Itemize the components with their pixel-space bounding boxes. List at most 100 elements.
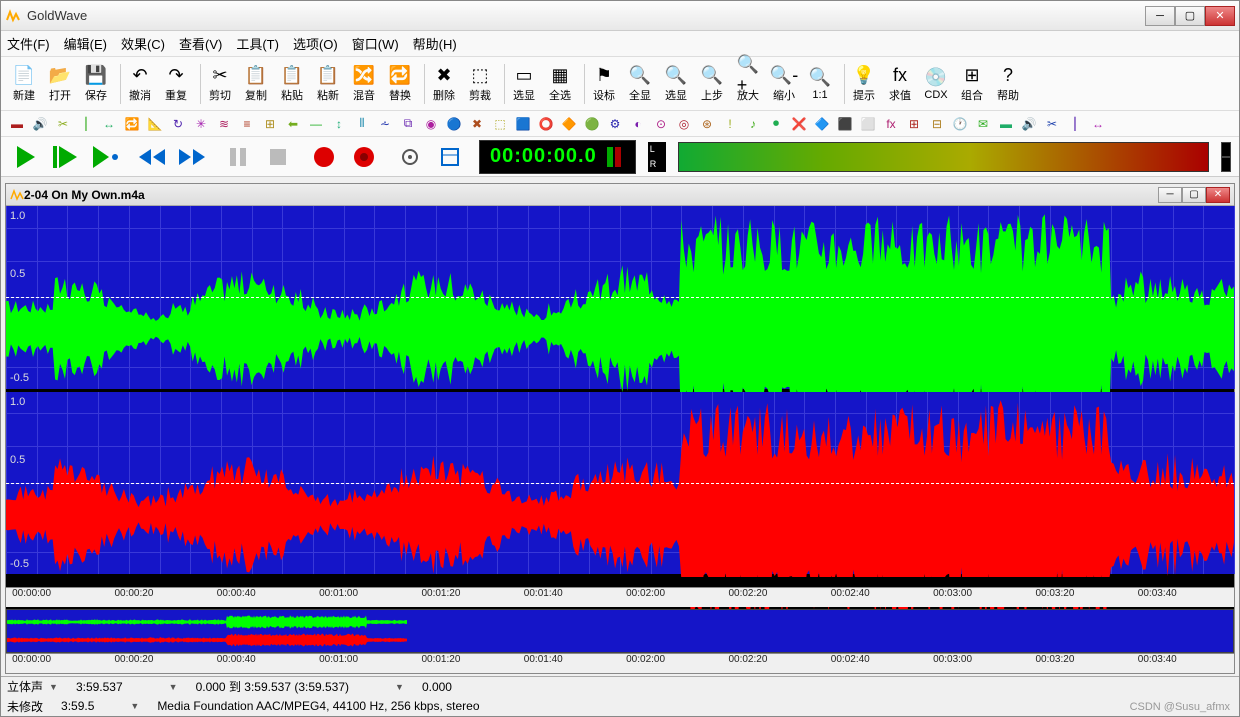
effect-button-9[interactable]: ≋ — [214, 114, 234, 134]
toolbar-新建[interactable]: 📄新建 — [7, 60, 41, 108]
rewind-button[interactable] — [135, 143, 169, 171]
doc-minimize-button[interactable]: ─ — [1158, 187, 1182, 203]
effect-button-4[interactable]: ↔ — [99, 114, 119, 134]
menu-item[interactable]: 工具(T) — [236, 34, 279, 53]
toolbar-帮助[interactable]: ?帮助 — [991, 60, 1025, 108]
effect-button-10[interactable]: ≡ — [237, 114, 257, 134]
menu-item[interactable]: 选项(O) — [293, 34, 338, 53]
effect-button-22[interactable]: 🟦 — [513, 114, 533, 134]
overview-track[interactable] — [6, 609, 1234, 653]
toolbar-1:1[interactable]: 🔍1:1 — [803, 60, 837, 108]
effect-button-11[interactable]: ⊞ — [260, 114, 280, 134]
effect-button-44[interactable]: 🔊 — [1019, 114, 1039, 134]
effect-button-29[interactable]: ◎ — [674, 114, 694, 134]
effect-button-41[interactable]: 🕐 — [950, 114, 970, 134]
effect-button-25[interactable]: 🟢 — [582, 114, 602, 134]
effect-button-30[interactable]: ⊛ — [697, 114, 717, 134]
effect-button-46[interactable]: ⎮ — [1065, 114, 1085, 134]
toolbar-复制[interactable]: 📋复制 — [239, 60, 273, 108]
effect-button-36[interactable]: ⬛ — [835, 114, 855, 134]
effect-button-23[interactable]: ⭕ — [536, 114, 556, 134]
status-duration[interactable]: 3:59.537▼ — [76, 680, 178, 694]
effect-button-12[interactable]: ⬅ — [283, 114, 303, 134]
effect-button-18[interactable]: ◉ — [421, 114, 441, 134]
time-ruler-overview[interactable]: 00:00:0000:00:2000:00:4000:01:0000:01:20… — [6, 653, 1234, 673]
effect-button-28[interactable]: ⊙ — [651, 114, 671, 134]
toolbar-提示[interactable]: 💡提示 — [847, 60, 881, 108]
toolbar-组合[interactable]: ⊞组合 — [955, 60, 989, 108]
effect-button-14[interactable]: ↕ — [329, 114, 349, 134]
status-dur2[interactable]: 3:59.5▼ — [61, 699, 139, 713]
toolbar-重复[interactable]: ↷重复 — [159, 60, 193, 108]
play-button[interactable] — [9, 143, 43, 171]
menu-item[interactable]: 帮助(H) — [413, 34, 457, 53]
toolbar-粘新[interactable]: 📋粘新 — [311, 60, 345, 108]
effect-button-19[interactable]: 🔵 — [444, 114, 464, 134]
toolbar-选显[interactable]: ▭选显 — [507, 60, 541, 108]
effect-button-34[interactable]: ❌ — [789, 114, 809, 134]
effect-button-24[interactable]: 🔶 — [559, 114, 579, 134]
forward-button[interactable] — [175, 143, 209, 171]
effect-button-21[interactable]: ⬚ — [490, 114, 510, 134]
toolbar-放大[interactable]: 🔍+放大 — [731, 60, 765, 108]
toolbar-选显[interactable]: 🔍选显 — [659, 60, 693, 108]
effect-button-0[interactable]: ▬ — [7, 114, 27, 134]
status-channels[interactable]: 立体声▼ — [7, 678, 58, 695]
doc-maximize-button[interactable]: ▢ — [1182, 187, 1206, 203]
effect-button-31[interactable]: ! — [720, 114, 740, 134]
effect-button-6[interactable]: 📐 — [145, 114, 165, 134]
toolbar-撤消[interactable]: ↶撤消 — [123, 60, 157, 108]
effect-button-35[interactable]: 🔷 — [812, 114, 832, 134]
effect-button-47[interactable]: ↔ — [1088, 114, 1108, 134]
effect-button-7[interactable]: ↻ — [168, 114, 188, 134]
minimize-button[interactable]: ─ — [1145, 6, 1175, 26]
effect-button-26[interactable]: ⚙ — [605, 114, 625, 134]
toolbar-粘贴[interactable]: 📋粘贴 — [275, 60, 309, 108]
left-channel-track[interactable]: 1.00.5-0.5 — [6, 206, 1234, 392]
effect-button-43[interactable]: ▬ — [996, 114, 1016, 134]
effect-button-2[interactable]: ✂ — [53, 114, 73, 134]
toolbar-全显[interactable]: 🔍全显 — [623, 60, 657, 108]
effect-button-27[interactable]: ◐ — [628, 114, 648, 134]
play-selection-button[interactable] — [49, 143, 83, 171]
record-button[interactable] — [307, 143, 341, 171]
toolbar-缩小[interactable]: 🔍-缩小 — [767, 60, 801, 108]
doc-close-button[interactable]: ✕ — [1206, 187, 1230, 203]
toolbar-替换[interactable]: 🔁替换 — [383, 60, 417, 108]
waveform-area[interactable]: 1.00.5-0.5 1.00.5-0.5 00:00:0000:00:2000… — [6, 206, 1234, 673]
stop-button[interactable] — [261, 143, 295, 171]
properties-button[interactable] — [433, 143, 467, 171]
toolbar-全选[interactable]: ▦全选 — [543, 60, 577, 108]
toolbar-剪切[interactable]: ✂剪切 — [203, 60, 237, 108]
effect-button-16[interactable]: ⩪ — [375, 114, 395, 134]
effect-button-1[interactable]: 🔊 — [30, 114, 50, 134]
effect-button-15[interactable]: ⦀ — [352, 114, 372, 134]
effect-button-45[interactable]: ✂ — [1042, 114, 1062, 134]
effect-button-3[interactable]: ⎮ — [76, 114, 96, 134]
effect-button-37[interactable]: ⬜ — [858, 114, 878, 134]
effect-button-38[interactable]: fx — [881, 114, 901, 134]
right-channel-track[interactable]: 1.00.5-0.5 — [6, 392, 1234, 578]
time-ruler-main[interactable]: 00:00:0000:00:2000:00:4000:01:0000:01:20… — [6, 587, 1234, 607]
menu-item[interactable]: 查看(V) — [179, 34, 222, 53]
effect-button-17[interactable]: ⧉ — [398, 114, 418, 134]
close-button[interactable]: ✕ — [1205, 6, 1235, 26]
toolbar-打开[interactable]: 📂打开 — [43, 60, 77, 108]
toolbar-删除[interactable]: ✖删除 — [427, 60, 461, 108]
effect-button-8[interactable]: ✳ — [191, 114, 211, 134]
menu-item[interactable]: 窗口(W) — [352, 34, 399, 53]
toolbar-求值[interactable]: fx求值 — [883, 60, 917, 108]
menu-item[interactable]: 文件(F) — [7, 34, 50, 53]
device-button[interactable] — [393, 143, 427, 171]
effect-button-40[interactable]: ⊟ — [927, 114, 947, 134]
maximize-button[interactable]: ▢ — [1175, 6, 1205, 26]
toolbar-保存[interactable]: 💾保存 — [79, 60, 113, 108]
effect-button-13[interactable]: — — [306, 114, 326, 134]
effect-button-5[interactable]: 🔁 — [122, 114, 142, 134]
toolbar-设标[interactable]: ⚑设标 — [587, 60, 621, 108]
effect-button-33[interactable]: ⏺ — [766, 114, 786, 134]
toolbar-CDX[interactable]: 💿CDX — [919, 60, 953, 108]
toolbar-上步[interactable]: 🔍上步 — [695, 60, 729, 108]
record-new-button[interactable] — [347, 143, 381, 171]
toolbar-混音[interactable]: 🔀混音 — [347, 60, 381, 108]
